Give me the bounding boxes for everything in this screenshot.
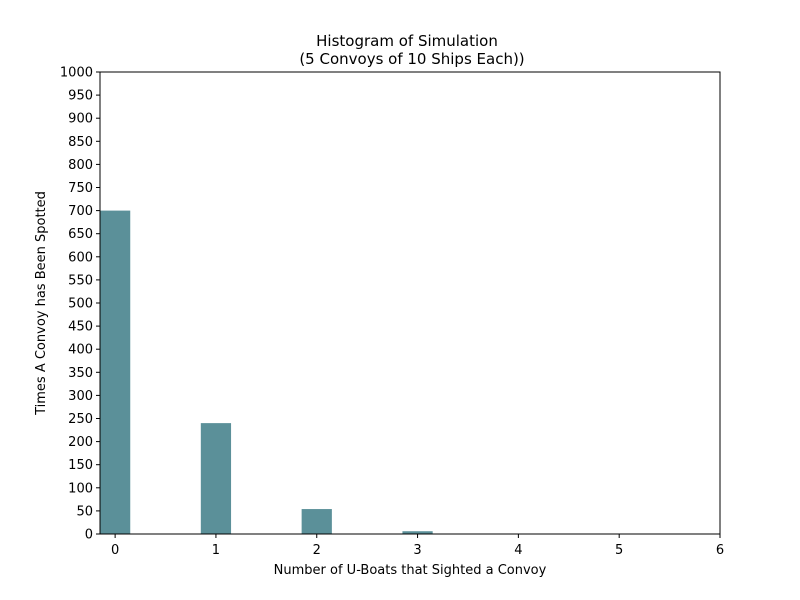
x-tick-label: 4: [514, 543, 522, 558]
y-tick-label: 150: [68, 458, 93, 473]
chart-title-line1: Histogram of Simulation: [316, 32, 498, 50]
chart-title-line2: (5 Convoys of 10 Ships Each)): [299, 50, 524, 68]
y-tick-label: 300: [68, 389, 93, 404]
plot-frame: [99, 71, 721, 535]
x-tick-label: 1: [212, 543, 220, 558]
x-tick-label: 5: [615, 543, 623, 558]
y-tick-label: 950: [68, 89, 93, 104]
y-tick-label: 250: [68, 412, 93, 427]
bar-3: [402, 531, 433, 534]
y-tick-label: 550: [68, 273, 93, 288]
y-tick-label: 750: [68, 181, 93, 196]
y-tick-label: 450: [68, 320, 93, 335]
plot-area: 0501001502002503003504004505005506006507…: [60, 66, 724, 559]
y-tick-label: 200: [68, 435, 93, 450]
y-axis-label: Times A Convoy has Been Spotted: [34, 191, 49, 416]
x-tick-label: 0: [111, 543, 119, 558]
y-tick-label: 0: [85, 528, 93, 543]
y-tick-label: 900: [68, 112, 93, 127]
y-tick-label: 600: [68, 250, 93, 265]
y-tick-label: 50: [76, 504, 93, 519]
y-tick-label: 850: [68, 135, 93, 150]
x-axis-label: Number of U-Boats that Sighted a Convoy: [274, 563, 547, 578]
bar-2: [301, 509, 332, 534]
x-tick-label: 6: [716, 543, 724, 558]
y-tick-label: 400: [68, 343, 93, 358]
bar-0: [100, 210, 131, 534]
y-tick-label: 500: [68, 297, 93, 312]
y-tick-label: 350: [68, 366, 93, 381]
y-tick-label: 1000: [60, 66, 93, 81]
x-tick-label: 2: [313, 543, 321, 558]
y-tick-label: 700: [68, 204, 93, 219]
y-tick-label: 100: [68, 481, 93, 496]
x-tick-label: 3: [413, 543, 421, 558]
bar-1: [200, 423, 232, 534]
y-tick-label: 650: [68, 227, 93, 242]
y-tick-label: 800: [68, 158, 93, 173]
